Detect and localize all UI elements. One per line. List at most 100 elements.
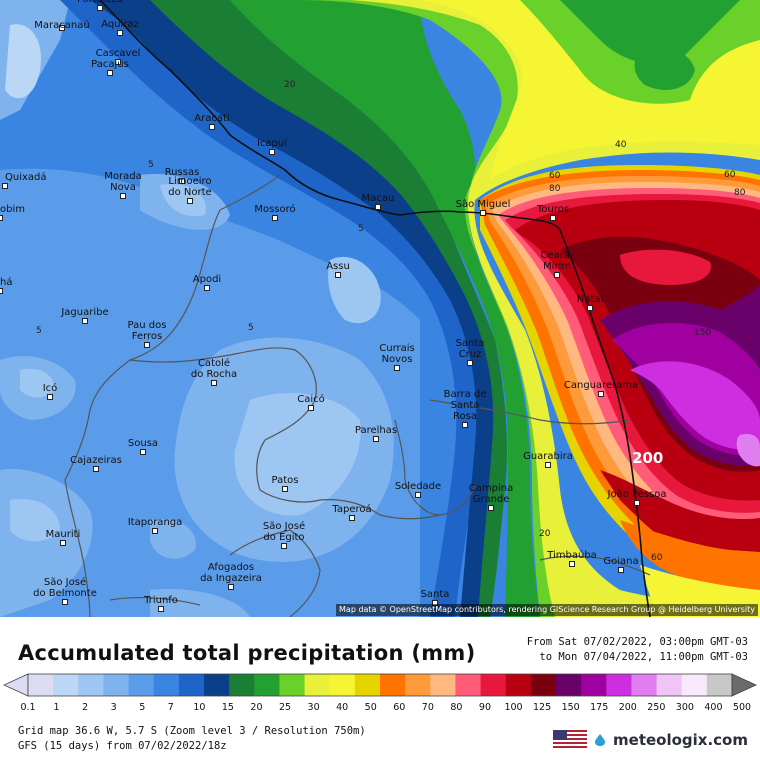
- city-marker[interactable]: Maracanaú: [34, 19, 90, 31]
- city-marker[interactable]: Goiana: [603, 556, 639, 573]
- colorbar-cell: [455, 674, 482, 696]
- logo[interactable]: meteologix.com: [553, 730, 748, 750]
- city-marker[interactable]: Cascavel: [96, 48, 141, 65]
- city-marker[interactable]: Itaporanga: [128, 517, 183, 534]
- contour-label: 20: [539, 529, 551, 539]
- city-marker[interactable]: Quixadá: [2, 171, 47, 189]
- city-dot: [204, 285, 210, 291]
- city-label: Pau dos: [128, 320, 167, 331]
- colorbar-cell: [556, 674, 582, 696]
- city-marker[interactable]: Mauriti: [46, 529, 81, 546]
- city-marker[interactable]: Soledade: [395, 481, 441, 498]
- city-marker[interactable]: Timbaúba: [546, 549, 597, 567]
- city-marker[interactable]: Fortaleza: [77, 0, 123, 11]
- city-marker[interactable]: Jaguaribe: [60, 307, 109, 324]
- city-marker[interactable]: Triunfo: [143, 595, 178, 612]
- contour-label: 150: [694, 328, 711, 338]
- city-label: Cascavel: [96, 48, 141, 59]
- city-marker[interactable]: Icapuí: [257, 137, 288, 155]
- precipitation-map[interactable]: 20 5 5 5 5 40 60 80 60 80 150 20 60 200 …: [0, 0, 760, 617]
- colorbar-tick-label: 90: [479, 702, 491, 713]
- city-marker[interactable]: Assu: [326, 261, 350, 278]
- colorbar-cell: [606, 674, 632, 696]
- droplet-icon: [595, 734, 606, 746]
- us-flag-icon[interactable]: [553, 730, 588, 750]
- city-label: Canguaretama: [564, 380, 638, 391]
- colorbar-tick-label: 125: [533, 702, 551, 713]
- city-dot: [2, 183, 8, 189]
- colorbar-tick-label: 3: [111, 702, 117, 713]
- city-label: Guarabira: [523, 451, 573, 462]
- city-marker[interactable]: Aquiraz: [101, 19, 139, 36]
- colorbar-tick-label: 250: [647, 702, 665, 713]
- city-marker[interactable]: Pacajus: [91, 59, 129, 76]
- city-marker[interactable]: São Miguel: [456, 199, 511, 216]
- city-label: Sousa: [128, 438, 158, 449]
- city-marker[interactable]: Taperoá: [331, 503, 372, 521]
- city-label: da Ingazeira: [200, 573, 262, 584]
- city-label: João Pessoa: [607, 489, 667, 500]
- city-label: Santa: [451, 400, 480, 411]
- city-marker[interactable]: Sousa: [128, 438, 158, 455]
- colorbar-tick-label: 175: [590, 702, 608, 713]
- colorbar-cell: [78, 674, 104, 696]
- city-marker[interactable]: Ceará-Mirim: [540, 249, 574, 278]
- colorbar-tick-label: 70: [422, 702, 434, 713]
- city-label: Pacajus: [91, 59, 129, 70]
- city-label: Afogados: [208, 562, 254, 573]
- city-marker[interactable]: Canguaretama: [564, 380, 638, 397]
- city-dot: [415, 492, 421, 498]
- city-dot: [394, 365, 400, 371]
- city-marker[interactable]: Guarabira: [523, 451, 573, 468]
- city-marker[interactable]: Cajazeiras: [70, 455, 122, 472]
- legend-title: Accumulated total precipitation (mm): [18, 641, 476, 665]
- city-marker[interactable]: Touros: [536, 204, 569, 221]
- city-marker[interactable]: Icó: [43, 382, 58, 400]
- city-marker[interactable]: Macau: [362, 193, 395, 210]
- city-label: Jaguaribe: [60, 307, 108, 318]
- colorbar-cell: [329, 674, 356, 696]
- city-marker[interactable]: João Pessoa: [607, 489, 667, 506]
- city-label: Goiana: [603, 556, 638, 567]
- colorbar-tick-label: 15: [222, 702, 234, 713]
- contour-label: 40: [615, 140, 627, 150]
- city-dot: [47, 394, 53, 400]
- city-marker[interactable]: Apodi: [193, 274, 221, 291]
- colorbar-cell: [128, 674, 155, 696]
- city-label: Macau: [362, 193, 395, 204]
- city-marker[interactable]: Russas: [165, 167, 200, 184]
- city-dot: [462, 422, 468, 428]
- colorbar-cell: [153, 674, 180, 696]
- city-dot: [62, 599, 68, 605]
- city-label: Taperoá: [331, 503, 371, 515]
- city-marker[interactable]: Patos: [272, 475, 299, 492]
- city-dot: [60, 540, 66, 546]
- city-label: Quixadá: [5, 171, 47, 183]
- city-marker[interactable]: Aracati: [194, 113, 230, 130]
- city-marker[interactable]: há: [0, 276, 12, 294]
- city-marker[interactable]: Parelhas: [355, 425, 397, 442]
- city-marker[interactable]: obim: [0, 204, 25, 221]
- colorbar-cell: [229, 674, 255, 696]
- city-marker[interactable]: Caicó: [297, 393, 325, 411]
- colorbar-cell: [354, 674, 381, 696]
- colorbar-tick-label: 10: [193, 702, 205, 713]
- city-marker[interactable]: Natal: [577, 294, 603, 311]
- colorbar-cell: [178, 674, 205, 696]
- city-marker[interactable]: Mossoró: [254, 203, 296, 221]
- colorbar-cell: [380, 674, 406, 696]
- city-dot: [480, 210, 486, 216]
- contour-label: 5: [148, 160, 154, 170]
- city-label: Touros: [536, 204, 569, 215]
